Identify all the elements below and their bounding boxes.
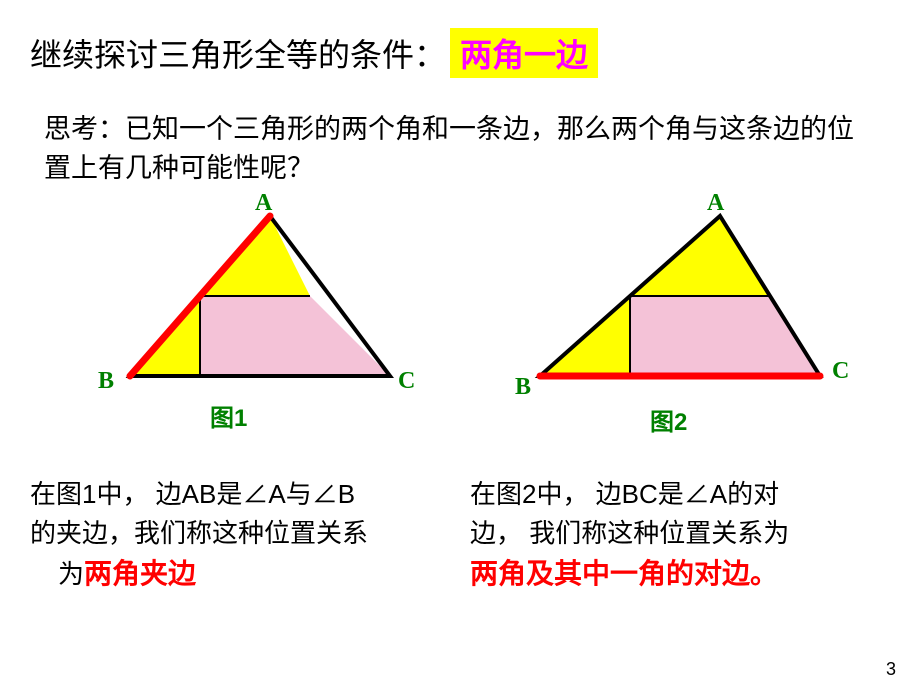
fig2-caption: 图2: [650, 402, 687, 437]
title-badge: 两角一边: [450, 28, 598, 78]
title-row: 继续探讨三角形全等的条件： 两角一边: [30, 28, 598, 78]
fig2-label-c: C: [832, 358, 849, 385]
description-right: 在图2中， 边BC是∠A的对 边， 我们称这种位置关系为 两角及其中一角的对边。: [460, 475, 920, 595]
desc-left-emphasis: 两角夹边: [84, 558, 196, 589]
desc-left-line2: 的夹边，我们称这种位置关系: [30, 518, 368, 548]
figure-2-svg: [520, 206, 850, 396]
title-prefix: 继续探讨三角形全等的条件：: [30, 30, 446, 76]
desc-right-emphasis: 两角及其中一角的对边。: [470, 558, 778, 589]
fig1-label-c: C: [398, 368, 415, 395]
descriptions-row: 在图1中， 边AB是∠A与∠B 的夹边，我们称这种位置关系 为两角夹边 在图2中…: [0, 475, 920, 595]
desc-left-line3-prefix: 为: [58, 559, 84, 589]
figure-1: A B C 图1: [0, 196, 460, 446]
fig1-caption: 图1: [210, 398, 247, 433]
desc-left-line1: 在图1中， 边AB是∠A与∠B: [30, 479, 355, 509]
page-number: 3: [886, 659, 896, 680]
fig2-label-a: A: [707, 190, 724, 217]
description-left: 在图1中， 边AB是∠A与∠B 的夹边，我们称这种位置关系 为两角夹边: [0, 475, 460, 595]
figure-1-svg: [110, 206, 430, 396]
desc-right-line1: 在图2中， 边BC是∠A的对: [470, 479, 779, 509]
fig1-label-a: A: [255, 190, 272, 217]
figures-row: A B C 图1 A B C 图2: [0, 196, 920, 446]
figure-2: A B C 图2: [460, 196, 920, 446]
desc-right-line2: 边， 我们称这种位置关系为: [470, 518, 789, 548]
fig1-label-b: B: [98, 368, 114, 395]
question-text: 思考：已知一个三角形的两个角和一条边，那么两个角与这条边的位置上有几种可能性呢？: [44, 110, 864, 188]
fig2-label-b: B: [515, 374, 531, 401]
